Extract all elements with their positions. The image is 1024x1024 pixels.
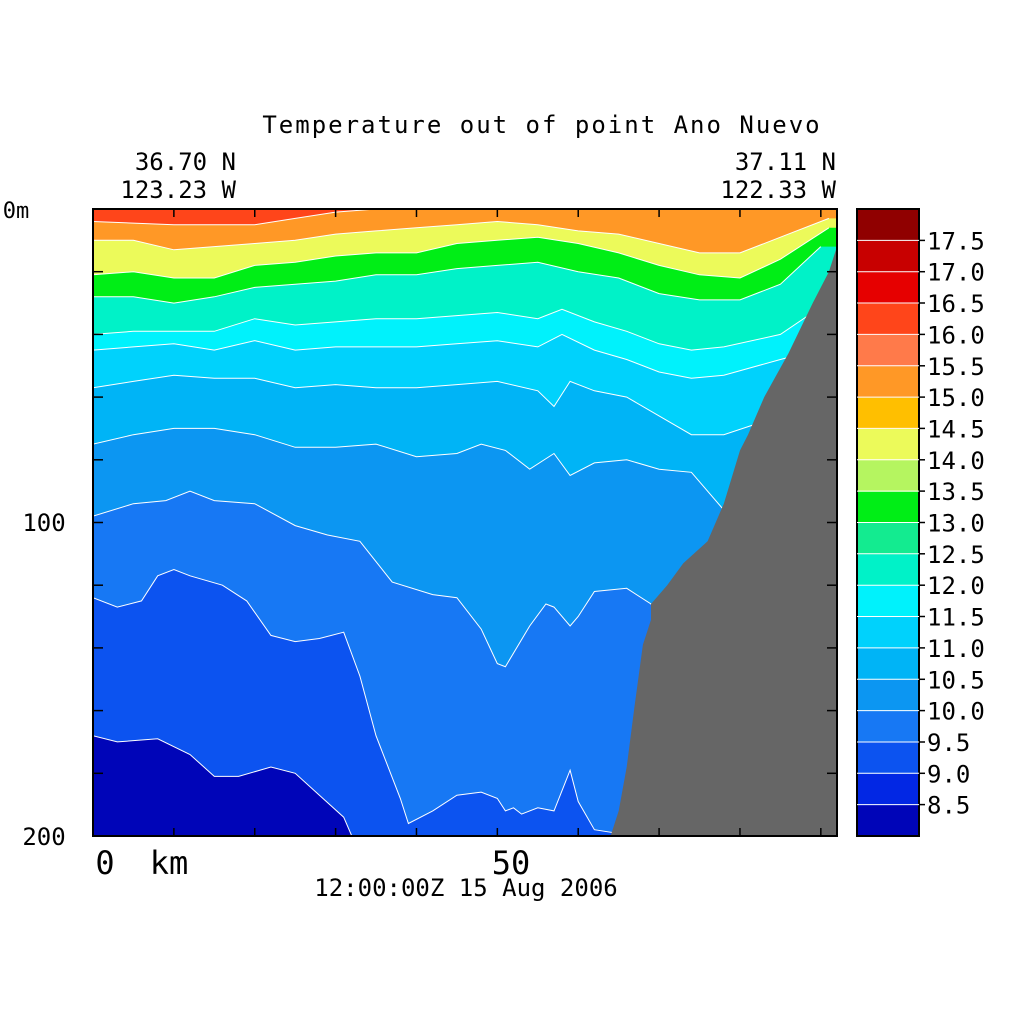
contour-line-11-5	[93, 333, 805, 379]
colorbar-label: 10.0	[927, 698, 985, 726]
colorbar-label: 14.0	[927, 447, 985, 475]
y-tick-label-200: 200	[22, 823, 65, 851]
x-tick-label-50: 50	[492, 844, 531, 882]
colorbar-swatch	[857, 397, 919, 429]
contour-line-13	[93, 246, 822, 304]
colorbar-swatch	[857, 240, 919, 273]
chart-title: Temperature out of point Ano Nuevo	[262, 111, 821, 139]
contour-line-12	[93, 308, 813, 351]
seafloor-land-area	[610, 246, 837, 836]
colorbar-label: 16.5	[927, 290, 985, 318]
colorbar-swatch	[857, 553, 919, 586]
colorbar-label: 13.0	[927, 510, 985, 538]
colorbar-swatch	[857, 773, 919, 806]
contour-line-9-5	[93, 568, 635, 836]
colorbar-swatch	[857, 522, 919, 555]
colorbar-swatch	[857, 804, 919, 837]
colorbar-swatch	[857, 303, 919, 335]
colorbar-swatch	[857, 585, 919, 618]
colorbar-label: 17.0	[927, 259, 985, 287]
y-tick-label-0: 0m	[3, 199, 30, 224]
colorbar-label: 10.5	[927, 666, 985, 694]
colorbar-swatch	[857, 647, 919, 680]
contour-line-10	[93, 490, 660, 668]
colorbar-swatch	[857, 271, 919, 304]
colorbar-swatch	[857, 209, 919, 241]
colorbar-swatch	[857, 334, 919, 367]
colorbar-swatch	[857, 710, 919, 743]
x-axis-unit-label: km	[150, 844, 189, 882]
colorbar-swatch	[857, 679, 919, 712]
colorbar-swatch	[857, 742, 919, 774]
colorbar-label: 15.5	[927, 353, 985, 381]
colorbar-label: 11.0	[927, 635, 985, 663]
colorbar-swatch	[857, 459, 919, 492]
contour-line-15	[93, 217, 830, 254]
colorbar-swatch	[857, 428, 919, 461]
colorbar-label: 17.5	[927, 227, 985, 255]
colorbar-label: 14.5	[927, 415, 985, 443]
start-lon-label: 123.23 W	[120, 176, 236, 204]
colorbar-label: 9.5	[927, 729, 970, 757]
colorbar-label: 16.0	[927, 321, 985, 349]
contour-line-16	[93, 209, 377, 226]
colorbar-label: 12.0	[927, 572, 985, 600]
colorbar-swatch	[857, 365, 919, 398]
x-tick-label-0: 0	[95, 844, 114, 882]
timestamp-label: 12:00:00Z 15 Aug 2006	[314, 874, 617, 902]
start-lat-label: 36.70 N	[135, 148, 236, 176]
end-lon-label: 122.33 W	[720, 176, 836, 204]
colorbar-label: 11.5	[927, 604, 985, 632]
colorbar-swatch	[857, 491, 919, 523]
colorbar-label: 9.0	[927, 760, 970, 788]
colorbar-label: 15.0	[927, 384, 985, 412]
colorbar-label: 8.5	[927, 792, 970, 820]
colorbar-label: 13.5	[927, 478, 985, 506]
contour-line-14	[93, 227, 830, 279]
end-lat-label: 37.11 N	[735, 148, 836, 176]
contour-line-9	[93, 735, 353, 836]
contour-line-10-5	[93, 427, 749, 523]
colorbar-label: 12.5	[927, 541, 985, 569]
contour-line-11	[93, 374, 781, 436]
y-tick-label-100: 100	[22, 509, 65, 537]
colorbar-swatch	[857, 616, 919, 649]
